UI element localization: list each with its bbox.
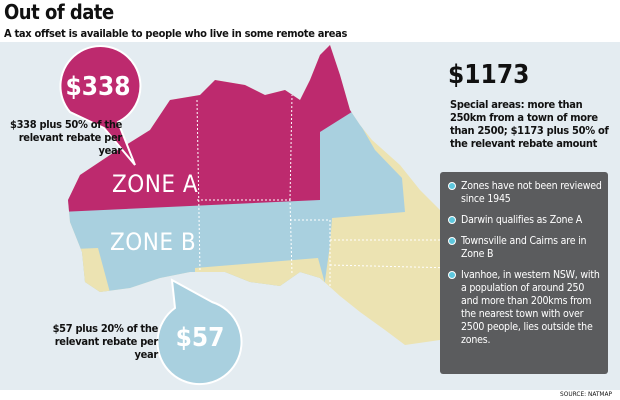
- fact: Zones have not been reviewed since 1945: [448, 180, 602, 206]
- zone-a-bubble: [59, 45, 142, 166]
- fact: Darwin qualifies as Zone A: [448, 214, 602, 227]
- fact: Ivanhoe, in western NSW, with a populati…: [448, 269, 602, 347]
- zone-b-amount: $57: [175, 323, 225, 353]
- fact: Townsville and Cairns are in Zone B: [448, 235, 602, 261]
- zone-a-amount: $338: [65, 72, 131, 102]
- zone-b-area: [68, 110, 405, 302]
- source: SOURCE: NATMAP: [560, 390, 612, 398]
- title: Out of date: [4, 0, 114, 24]
- facts-box: Zones have not been reviewed since 1945 …: [440, 172, 608, 374]
- special-amount: $1173: [448, 60, 530, 90]
- zone-a-note: $338 plus 50% of the relevant rebate per…: [9, 118, 122, 157]
- zone-b-note: $57 plus 20% of the relevant rebate per …: [52, 322, 159, 361]
- subtitle: A tax offset is available to people who …: [4, 27, 348, 40]
- zone-a-label: ZONE A: [112, 170, 199, 198]
- zone-b-label: ZONE B: [110, 228, 197, 256]
- special-note: Special areas: more than 250km from a to…: [450, 98, 609, 150]
- zone-b-bubble: [156, 278, 243, 386]
